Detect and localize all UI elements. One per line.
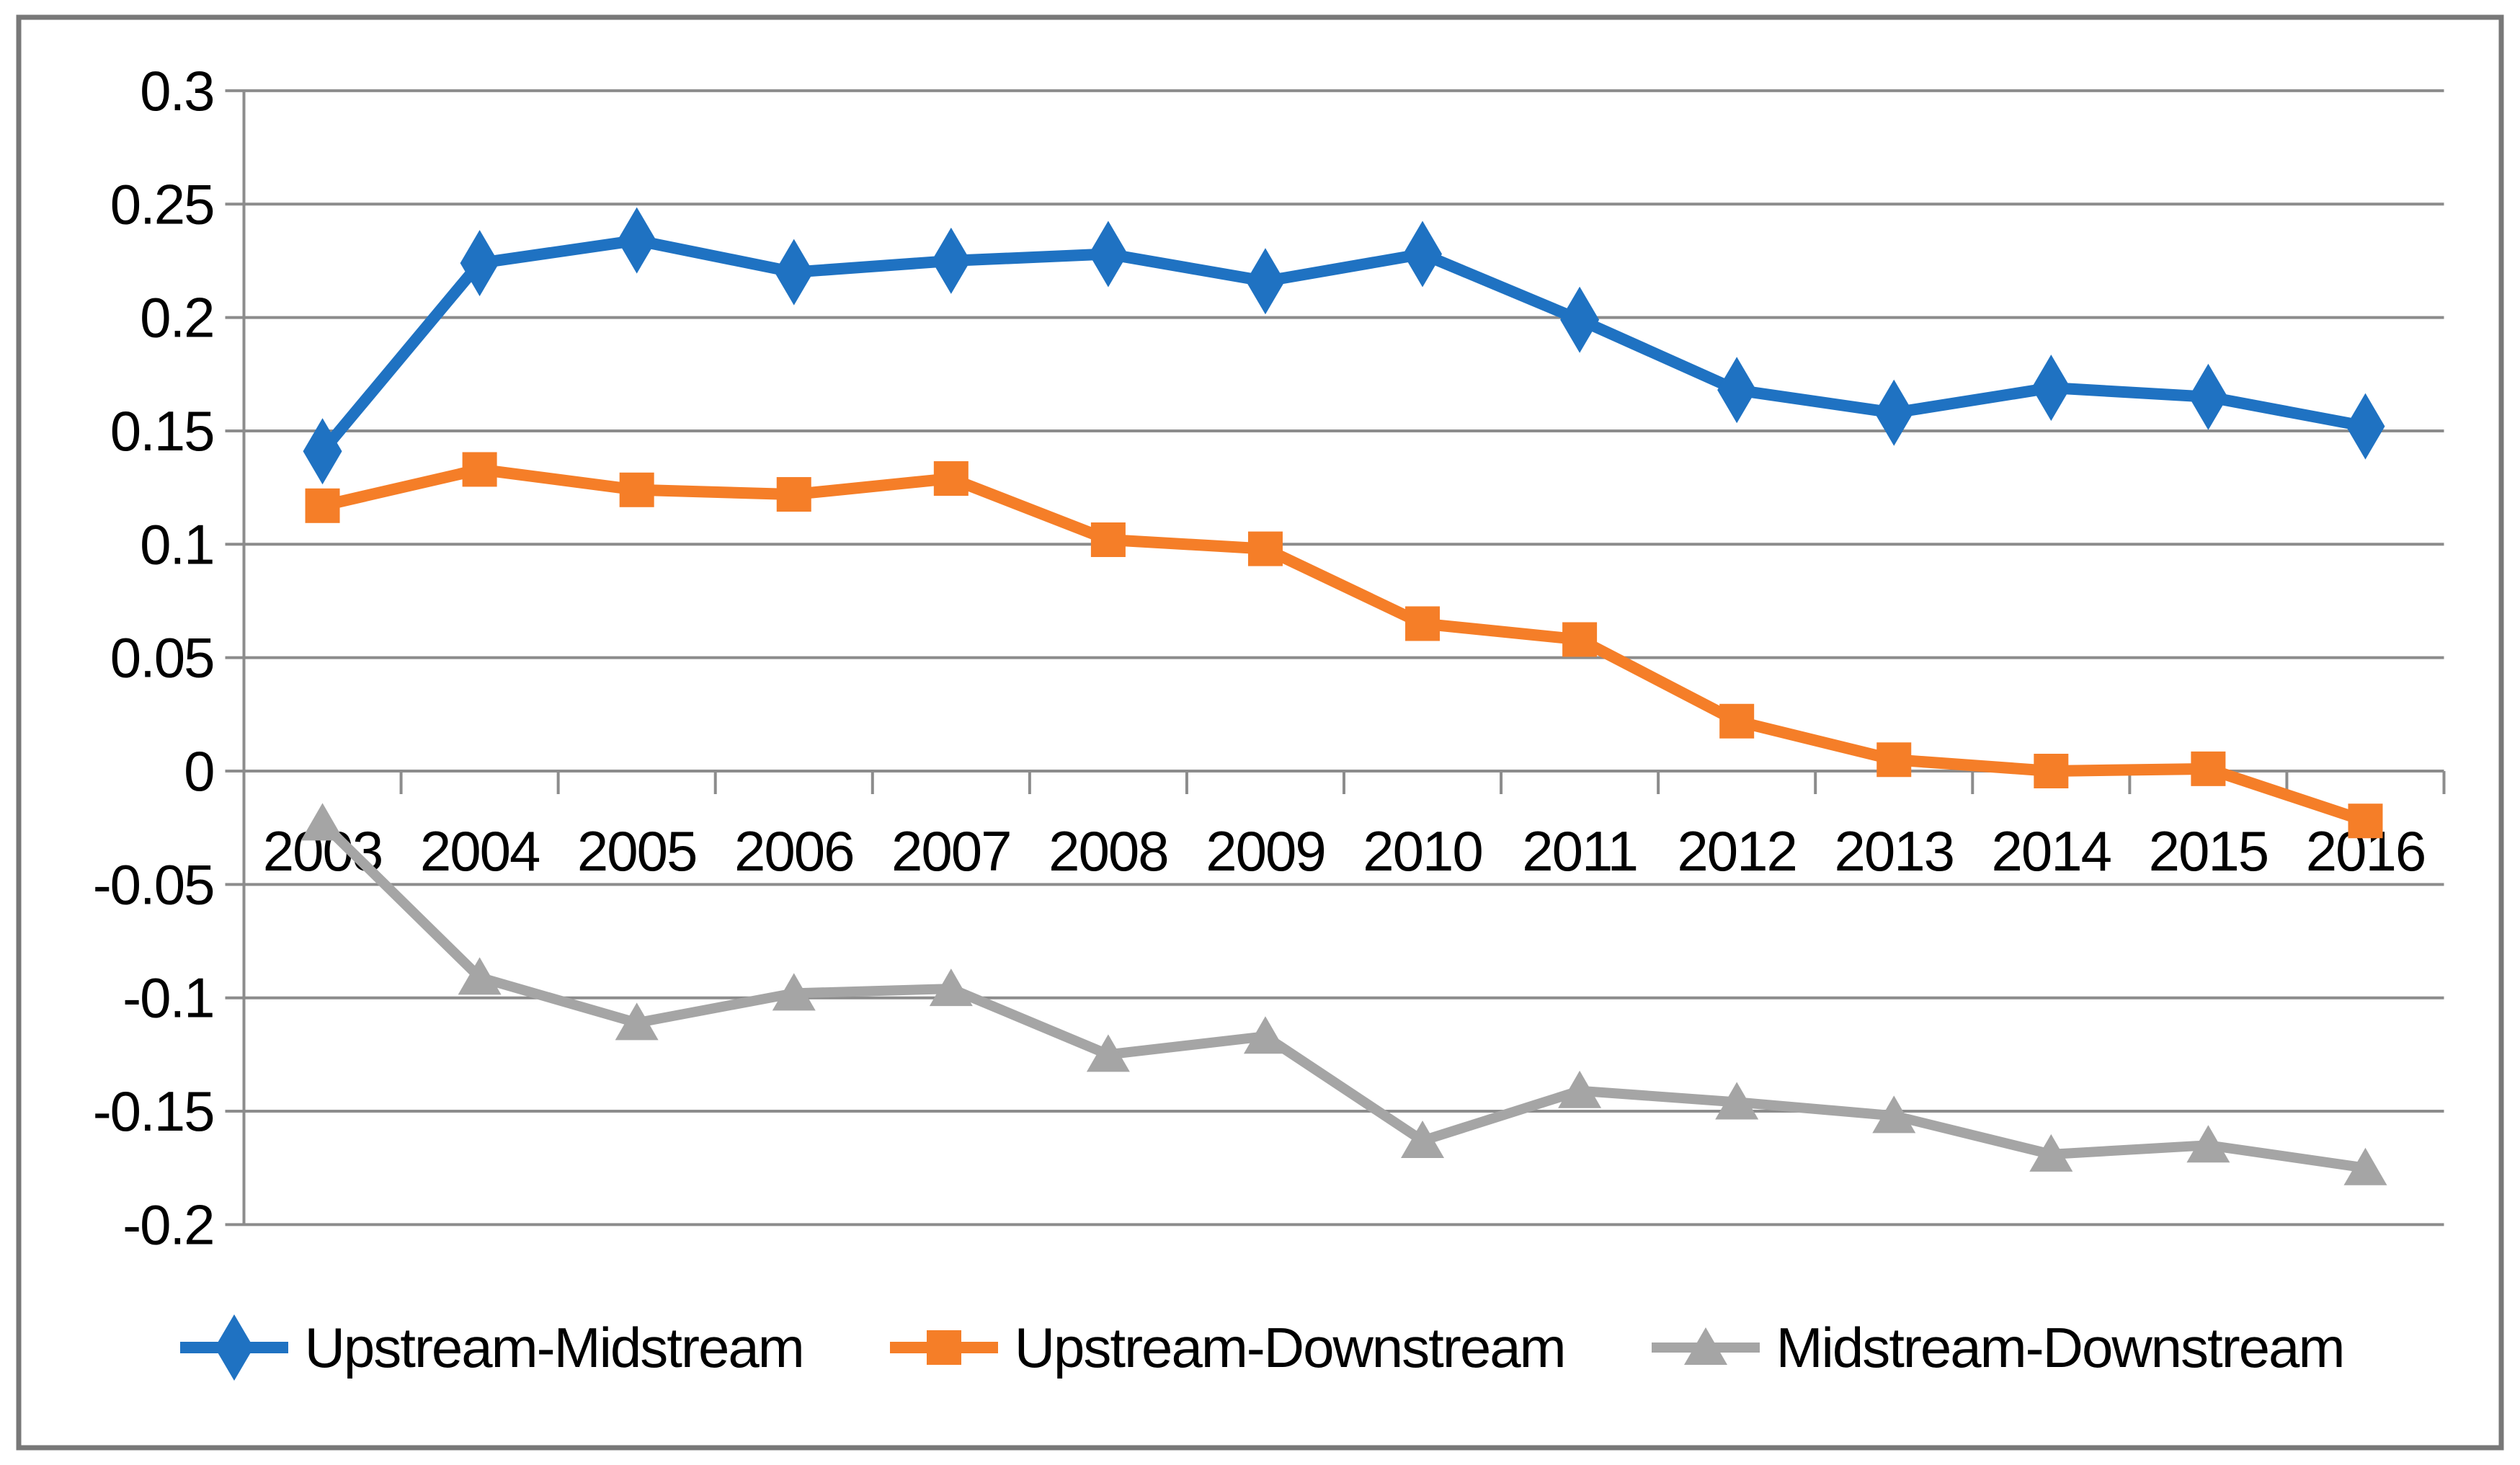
data-point-diamond xyxy=(214,1314,254,1381)
data-point-square xyxy=(2348,803,2383,839)
data-point-triangle xyxy=(2343,1147,2387,1185)
data-point-square xyxy=(2034,754,2069,788)
data-point-square xyxy=(1405,606,1441,641)
data-point-square xyxy=(926,1330,961,1365)
legend-item-upstream-downstream: Upstream-Downstream xyxy=(886,1308,1567,1387)
legend-marker-triangle-icon xyxy=(1651,1327,1760,1365)
y-tick-label: 0.1 xyxy=(140,512,213,576)
data-point-triangle xyxy=(1243,1016,1287,1054)
data-point-square xyxy=(776,477,811,512)
data-point-square xyxy=(1562,622,1598,657)
x-tick-label: 2006 xyxy=(734,819,854,883)
data-point-square xyxy=(305,488,340,523)
legend-item-midstream-downstream: Midstream-Downstream xyxy=(1648,1308,2346,1387)
data-point-triangle xyxy=(1558,1070,1602,1108)
y-tick-label: 0.25 xyxy=(110,172,214,236)
legend-item-upstream-midstream: Upstream-Midstream xyxy=(177,1308,805,1387)
data-point-triangle xyxy=(1086,1034,1130,1072)
figure-border xyxy=(16,14,2504,1451)
x-tick-label: 2004 xyxy=(420,819,540,883)
data-point-triangle xyxy=(929,968,973,1007)
data-point-square xyxy=(933,461,969,497)
x-tick-label: 2014 xyxy=(1992,819,2111,883)
data-point-diamond xyxy=(1717,357,1757,424)
x-tick-label: 2010 xyxy=(1363,819,1482,883)
data-point-diamond xyxy=(2346,393,2385,460)
data-point-diamond xyxy=(460,230,499,297)
y-tick-label: -0.2 xyxy=(123,1193,213,1256)
x-tick-label: 2007 xyxy=(891,819,1011,883)
data-point-triangle xyxy=(300,803,344,841)
data-point-diamond xyxy=(1245,248,1285,315)
x-tick-label: 2009 xyxy=(1206,819,1325,883)
y-tick-label: 0.05 xyxy=(110,626,214,690)
series-upstream-midstream xyxy=(303,207,2385,485)
y-tick-label: -0.1 xyxy=(123,966,213,1030)
data-point-triangle xyxy=(1872,1095,1916,1134)
data-point-triangle xyxy=(458,957,502,995)
data-point-diamond xyxy=(1088,221,1128,288)
y-tick-label: 0 xyxy=(184,739,213,803)
legend-label: Upstream-Midstream xyxy=(304,1316,805,1379)
data-point-triangle xyxy=(1715,1082,1759,1120)
series-midstream-downstream xyxy=(300,803,2387,1185)
data-point-triangle xyxy=(1401,1120,1445,1158)
series-upstream-downstream xyxy=(305,452,2383,839)
legend-label: Upstream-Downstream xyxy=(1014,1316,1567,1379)
series-line xyxy=(316,463,2372,827)
y-tick-label: 0.3 xyxy=(140,59,213,123)
data-point-diamond xyxy=(931,227,971,294)
legend: Upstream-Midstream Upstream-Downstream M… xyxy=(43,1293,2477,1402)
legend-label: Midstream-Downstream xyxy=(1776,1316,2346,1379)
x-tick-label: 2012 xyxy=(1677,819,1796,883)
data-point-diamond xyxy=(2189,363,2228,430)
data-point-triangle xyxy=(615,1002,659,1041)
data-point-triangle xyxy=(772,973,816,1011)
data-point-square xyxy=(1247,531,1283,566)
x-tick-label: 2013 xyxy=(1834,819,1954,883)
legend-marker-square-icon xyxy=(889,1330,998,1365)
y-tick-label: 0.15 xyxy=(110,399,214,463)
y-tick-label: -0.15 xyxy=(93,1079,214,1143)
data-point-diamond xyxy=(774,239,814,306)
x-tick-label: 2008 xyxy=(1048,819,1168,883)
data-point-square xyxy=(619,472,654,507)
data-point-diamond xyxy=(617,207,656,274)
data-point-square xyxy=(2191,751,2226,786)
data-point-diamond xyxy=(1874,379,1914,446)
data-point-diamond xyxy=(1560,286,1600,353)
x-tick-label: 2015 xyxy=(2149,819,2269,883)
data-point-triangle xyxy=(2186,1125,2230,1163)
data-point-diamond xyxy=(2031,355,2071,422)
data-point-triangle xyxy=(2029,1134,2073,1172)
legend-marker-diamond-icon xyxy=(179,1314,288,1381)
data-point-square xyxy=(1876,742,1912,778)
data-point-diamond xyxy=(303,418,342,485)
data-point-diamond xyxy=(1403,221,1443,288)
series-line xyxy=(317,818,2371,1173)
x-tick-label: 2011 xyxy=(1522,819,1637,883)
x-tick-label: 2005 xyxy=(577,819,697,883)
data-point-square xyxy=(462,452,497,487)
series-line xyxy=(316,234,2372,458)
y-tick-label: -0.05 xyxy=(93,852,214,916)
y-tick-label: 0.2 xyxy=(140,286,213,349)
data-point-triangle xyxy=(1683,1327,1727,1365)
data-point-square xyxy=(1090,522,1126,558)
data-point-square xyxy=(1719,703,1755,739)
